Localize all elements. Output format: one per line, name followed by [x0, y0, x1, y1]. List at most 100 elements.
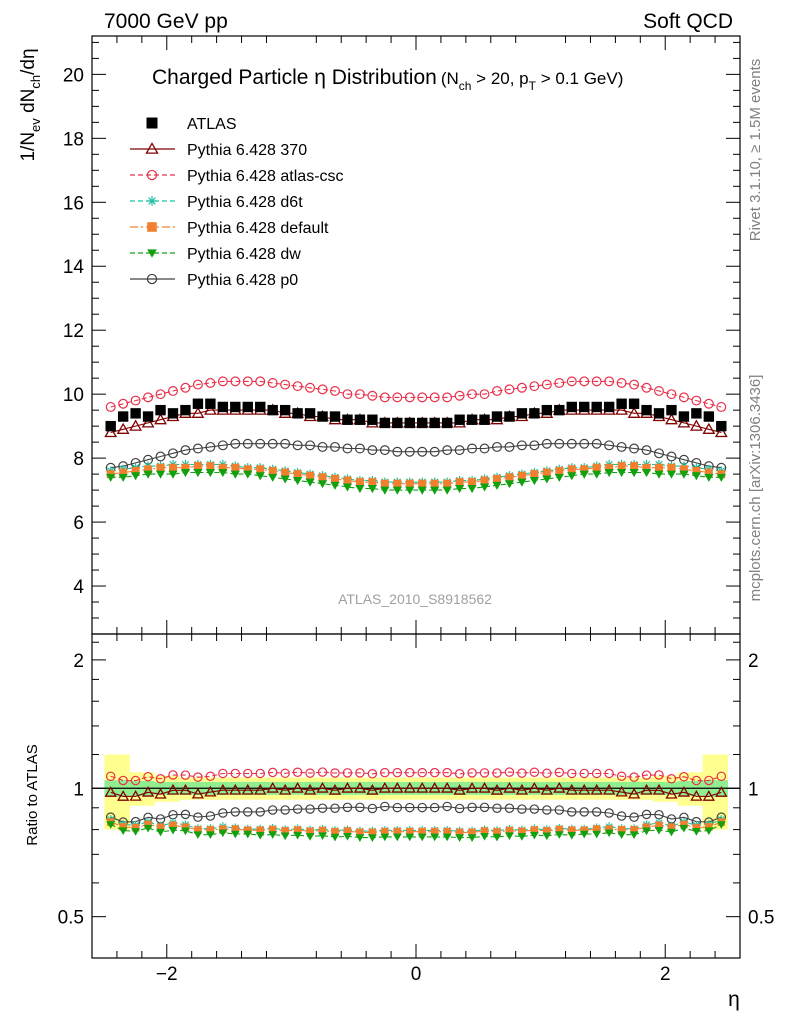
data-point-atlas — [342, 414, 353, 425]
data-point-pythia-6-428-dw — [430, 486, 440, 495]
ratio-point-pythia-6-428-dw — [579, 830, 589, 839]
data-point-pythia-6-428-p0 — [529, 440, 540, 451]
ratio-point-pythia-6-428-dw — [716, 821, 726, 829]
data-point-atlas — [716, 420, 727, 432]
data-point-pythia-6-428-default — [181, 463, 190, 472]
data-point-pythia-6-428-atlas-csc — [554, 377, 565, 388]
data-point-atlas — [429, 417, 440, 429]
data-point-pythia-6-428-default — [542, 468, 551, 477]
data-point-atlas — [417, 417, 428, 429]
ratio-point-pythia-6-428-default — [144, 820, 152, 829]
ratio-point-pythia-6-428-default — [680, 820, 688, 829]
data-point-pythia-6-428-atlas-csc — [192, 379, 203, 390]
data-point-pythia-6-428-atlas-csc — [604, 376, 615, 387]
data-point-pythia-6-428-atlas-csc — [504, 384, 515, 395]
series-line-pythia-6-428-d6t — [110, 463, 722, 483]
ratio-point-pythia-6-428-atlas-csc — [367, 769, 378, 779]
data-point-pythia-6-428-atlas-csc — [305, 382, 316, 393]
data-point-pythia-6-428-dw — [293, 477, 303, 486]
rivet-version-label: Rivet 3.1.10, ≥ 1.5M events — [747, 59, 764, 242]
x-axis-label: η — [728, 988, 740, 1011]
data-point-pythia-6-428-dw — [504, 480, 515, 489]
data-point-pythia-6-428-p0 — [330, 441, 340, 452]
ratio-point-pythia-6-428-p0 — [467, 802, 477, 813]
data-point-pythia-6-428-p0 — [492, 441, 502, 452]
ratio-point-pythia-6-428-atlas-csc — [716, 771, 727, 782]
data-point-pythia-6-428-dw — [604, 469, 614, 478]
data-point-pythia-6-428-p0 — [442, 445, 453, 456]
data-point-atlas — [541, 404, 553, 416]
ratio-point-pythia-6-428-default — [605, 825, 613, 833]
ratio-point-pythia-6-428-dw — [505, 832, 514, 841]
data-point-pythia-6-428-atlas-csc — [242, 376, 253, 387]
data-point-pythia-6-428-p0 — [641, 445, 652, 456]
data-point-pythia-6-428-dw — [106, 473, 116, 482]
ratio-point-pythia-6-428-atlas-csc — [168, 770, 178, 780]
data-point-pythia-6-428-default — [380, 479, 389, 488]
data-point-pythia-6-428-default — [119, 468, 128, 477]
ratio-point-pythia-6-428-p0 — [330, 803, 340, 813]
y-tick-label: 14 — [63, 257, 85, 278]
ratio-point-pythia-6-428-default — [231, 825, 240, 833]
ratio-point-pythia-6-428-p0 — [218, 808, 228, 818]
ratio-y-tick-label-right: 1 — [748, 779, 759, 800]
ratio-point-pythia-6-428-atlas-csc — [691, 775, 702, 786]
ratio-point-pythia-6-428-default — [293, 826, 302, 834]
data-point-atlas — [504, 411, 515, 422]
data-point-atlas — [554, 404, 565, 416]
ratio-point-pythia-6-428-p0 — [367, 803, 378, 814]
ratio-point-pythia-6-428-dw — [355, 834, 365, 842]
ratio-point-pythia-6-428-370 — [615, 785, 628, 797]
legend-marker-pythia-6-428-atlas-csc — [146, 169, 158, 181]
ratio-point-pythia-6-428-default — [119, 823, 127, 831]
main-plot-series — [104, 376, 728, 495]
data-point-atlas — [242, 401, 253, 413]
ratio-point-pythia-6-428-p0 — [342, 802, 353, 813]
data-point-pythia-6-428-atlas-csc — [716, 401, 727, 412]
data-point-atlas — [279, 404, 291, 416]
main-y-axis-label: 1/Nev dNch/dη — [18, 48, 43, 161]
ratio-point-pythia-6-428-p0 — [567, 807, 577, 817]
ratio-point-pythia-6-428-p0 — [479, 802, 490, 813]
data-point-pythia-6-428-370 — [141, 416, 155, 428]
chart-title: Charged Particle η Distribution (Nch > 20… — [152, 66, 623, 93]
ratio-point-pythia-6-428-atlas-csc — [355, 768, 365, 778]
data-point-pythia-6-428-370 — [689, 419, 703, 431]
ratio-point-pythia-6-428-370 — [640, 783, 653, 795]
ratio-point-pythia-6-428-370 — [553, 781, 566, 793]
data-point-atlas — [167, 408, 179, 419]
data-point-pythia-6-428-atlas-csc — [629, 379, 640, 390]
ratio-point-pythia-6-428-p0 — [442, 801, 452, 812]
data-point-atlas — [641, 404, 652, 416]
data-point-pythia-6-428-p0 — [541, 438, 552, 449]
data-point-pythia-6-428-atlas-csc — [467, 389, 478, 400]
ratio-point-pythia-6-428-dw — [230, 830, 240, 839]
data-point-pythia-6-428-default — [343, 476, 352, 485]
ratio-y-tick-label-right: 0.5 — [748, 908, 774, 929]
ratio-y-tick-label: 0.5 — [58, 908, 84, 929]
data-point-pythia-6-428-p0 — [317, 441, 328, 452]
ratio-point-pythia-6-428-p0 — [504, 803, 515, 813]
data-point-pythia-6-428-dw — [180, 469, 191, 478]
ratio-point-pythia-6-428-370 — [565, 783, 578, 795]
mcplots-label: mcplots.cern.ch [arXiv:1306.3436] — [747, 375, 764, 602]
data-point-pythia-6-428-p0 — [205, 441, 216, 452]
data-point-atlas — [454, 414, 465, 425]
data-point-pythia-6-428-p0 — [479, 443, 490, 454]
data-point-atlas — [267, 404, 278, 416]
ratio-point-pythia-6-428-370 — [490, 783, 504, 795]
ratio-point-pythia-6-428-default — [530, 826, 539, 834]
data-point-pythia-6-428-p0 — [604, 440, 615, 451]
data-point-pythia-6-428-default — [193, 462, 202, 471]
ratio-point-pythia-6-428-370 — [353, 781, 367, 793]
data-point-pythia-6-428-dw — [143, 470, 153, 479]
ratio-point-pythia-6-428-default — [705, 823, 713, 831]
ratio-point-pythia-6-428-370 — [478, 781, 491, 793]
ratio-point-pythia-6-428-dw — [193, 831, 203, 840]
ratio-point-pythia-6-428-default — [318, 826, 327, 835]
ratio-point-pythia-6-428-370 — [715, 786, 728, 797]
ratio-point-pythia-6-428-atlas-csc — [429, 767, 440, 778]
ratio-point-pythia-6-428-dw — [629, 831, 639, 840]
data-point-pythia-6-428-atlas-csc — [529, 381, 540, 392]
data-point-pythia-6-428-370 — [615, 403, 629, 415]
